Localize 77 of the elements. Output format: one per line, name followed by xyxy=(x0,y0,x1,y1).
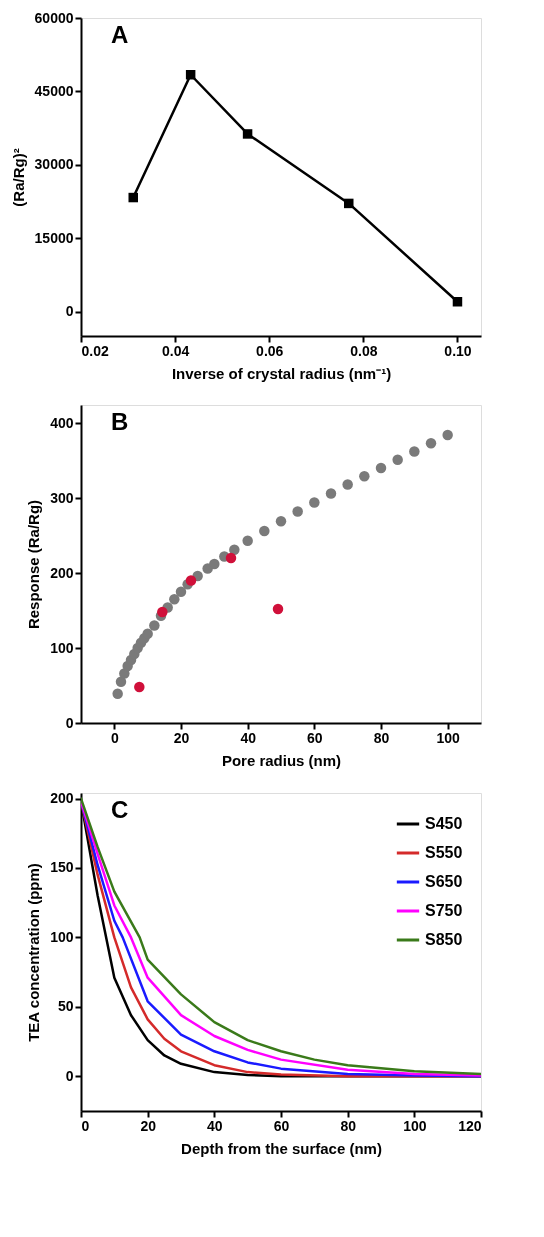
legend-label: S550 xyxy=(425,844,463,861)
point xyxy=(209,558,220,570)
point xyxy=(452,297,463,307)
annotation: B xyxy=(111,408,129,435)
point xyxy=(375,462,387,474)
x-tick-label: 60 xyxy=(273,1117,290,1134)
x-tick-label: 120 xyxy=(458,1117,482,1134)
y-tick-label: 0 xyxy=(65,1067,74,1084)
x-tick-label: 0 xyxy=(110,729,119,746)
y-tick-label: 45000 xyxy=(34,82,74,99)
point xyxy=(272,603,284,615)
point xyxy=(292,506,303,517)
point xyxy=(392,454,403,465)
legend-label: S450 xyxy=(425,815,463,832)
x-tick-label: 20 xyxy=(140,1117,157,1134)
x-tick-label: 0.08 xyxy=(350,342,378,359)
point xyxy=(128,192,138,203)
y-axis-title: TEA concentration (ppm) xyxy=(25,863,43,1042)
x-axis-title: Depth from the surface (nm) xyxy=(181,1139,382,1157)
legend-label: S850 xyxy=(425,931,463,948)
point xyxy=(112,688,123,699)
point xyxy=(275,516,287,527)
y-axis-title: (Ra/Rg)² xyxy=(9,148,27,207)
legend-label: S650 xyxy=(425,873,463,890)
point xyxy=(157,606,168,618)
point xyxy=(309,497,320,508)
y-tick-label: 0 xyxy=(65,714,74,731)
point xyxy=(225,552,237,564)
x-tick-label: 20 xyxy=(173,729,190,746)
point xyxy=(134,681,145,693)
x-tick-label: 0.10 xyxy=(444,342,472,359)
y-tick-label: 150 xyxy=(50,859,74,876)
point xyxy=(409,446,420,457)
legend-label: S750 xyxy=(425,902,463,919)
y-tick-label: 0 xyxy=(65,303,74,320)
x-tick-label: 0.02 xyxy=(81,342,109,359)
y-axis-title: Response (Ra/Rg) xyxy=(25,499,43,630)
y-tick-label: 100 xyxy=(50,928,74,945)
point xyxy=(359,471,370,482)
x-tick-label: 0.04 xyxy=(161,342,190,359)
y-tick-label: 100 xyxy=(50,639,74,656)
point xyxy=(142,628,153,639)
x-tick-label: 60 xyxy=(307,729,323,746)
point xyxy=(342,479,353,490)
point xyxy=(242,129,253,139)
point xyxy=(425,438,437,449)
annotation: C xyxy=(111,796,129,823)
x-tick-label: 0.06 xyxy=(256,342,284,359)
y-tick-label: 200 xyxy=(50,790,74,807)
y-tick-label: 200 xyxy=(50,564,74,581)
annotation: A xyxy=(111,21,129,48)
x-tick-label: 100 xyxy=(436,729,461,746)
point xyxy=(185,70,196,80)
x-tick-label: 100 xyxy=(403,1117,427,1134)
point xyxy=(442,429,453,441)
y-tick-label: 300 xyxy=(50,489,74,506)
y-tick-label: 15000 xyxy=(34,229,74,246)
point xyxy=(344,198,354,209)
x-axis-title: Pore radius (nm) xyxy=(221,751,342,769)
x-tick-label: 80 xyxy=(373,729,390,746)
x-tick-label: 40 xyxy=(207,1117,223,1134)
point xyxy=(325,488,337,499)
x-tick-label: 0 xyxy=(81,1117,90,1134)
point xyxy=(259,525,270,537)
point xyxy=(169,594,180,605)
y-tick-label: 60000 xyxy=(34,9,74,26)
point xyxy=(185,575,197,586)
point xyxy=(149,620,160,631)
point xyxy=(175,586,187,597)
point xyxy=(229,544,240,555)
x-axis-title: Inverse of crystal radius (nm⁻¹) xyxy=(171,364,392,382)
point xyxy=(242,535,253,546)
x-tick-label: 40 xyxy=(240,729,257,746)
x-tick-label: 80 xyxy=(340,1117,357,1134)
y-tick-label: 50 xyxy=(57,998,74,1015)
y-tick-label: 400 xyxy=(50,414,74,431)
y-tick-label: 30000 xyxy=(34,156,74,173)
